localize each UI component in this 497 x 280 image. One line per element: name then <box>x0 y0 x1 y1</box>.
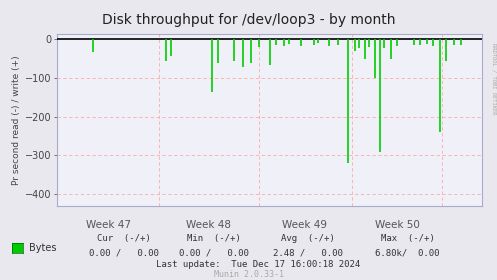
Text: Week 49: Week 49 <box>282 220 328 230</box>
Text: 2.48 /   0.00: 2.48 / 0.00 <box>273 248 343 257</box>
Text: Last update:  Tue Dec 17 16:00:18 2024: Last update: Tue Dec 17 16:00:18 2024 <box>157 260 360 269</box>
Text: Min  (-/+): Min (-/+) <box>187 234 241 243</box>
Text: 0.00 /   0.00: 0.00 / 0.00 <box>179 248 248 257</box>
Text: Disk throughput for /dev/loop3 - by month: Disk throughput for /dev/loop3 - by mont… <box>102 13 395 27</box>
Text: Week 47: Week 47 <box>85 220 131 230</box>
Text: Cur  (-/+): Cur (-/+) <box>97 234 151 243</box>
Text: Max  (-/+): Max (-/+) <box>381 234 434 243</box>
Text: RRDTOOL / TOBI OETIKER: RRDTOOL / TOBI OETIKER <box>491 43 496 114</box>
Text: Munin 2.0.33-1: Munin 2.0.33-1 <box>214 270 283 279</box>
Text: Avg  (-/+): Avg (-/+) <box>281 234 335 243</box>
Text: 6.80k/  0.00: 6.80k/ 0.00 <box>375 248 440 257</box>
Text: Week 48: Week 48 <box>185 220 231 230</box>
Text: Week 50: Week 50 <box>375 220 419 230</box>
Text: Bytes: Bytes <box>29 243 56 253</box>
Y-axis label: Pr second read (-) / write (+): Pr second read (-) / write (+) <box>12 55 21 185</box>
Text: 0.00 /   0.00: 0.00 / 0.00 <box>89 248 159 257</box>
